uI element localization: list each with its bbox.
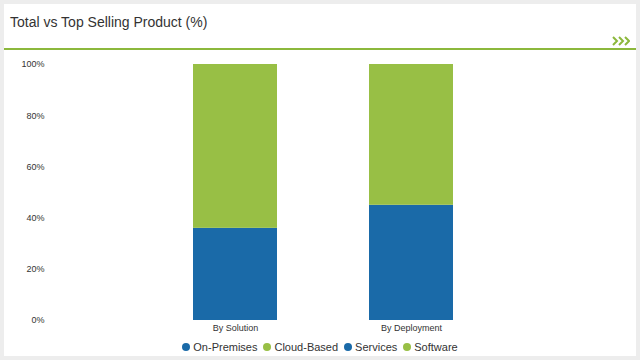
html-text:Software: Software	[414, 341, 458, 353]
html-text:On-Premises: On-Premises	[193, 341, 258, 353]
svg-text:By Solution: By Solution	[213, 323, 259, 333]
svg-text:60%: 60%	[26, 162, 44, 172]
svg-text:20%: 20%	[26, 264, 44, 274]
svg-text:100%: 100%	[21, 59, 44, 69]
svg-text:0%: 0%	[31, 315, 44, 325]
html-text:Total vs Top Selling Product (: Total vs Top Selling Product (%)	[10, 14, 208, 30]
svg-text:40%: 40%	[26, 213, 44, 223]
svg-text:By Deployment: By Deployment	[381, 323, 443, 333]
html-text:Services: Services	[355, 341, 398, 353]
html-text:Cloud-Based: Cloud-Based	[274, 341, 339, 353]
svg-text:80%: 80%	[26, 111, 44, 121]
